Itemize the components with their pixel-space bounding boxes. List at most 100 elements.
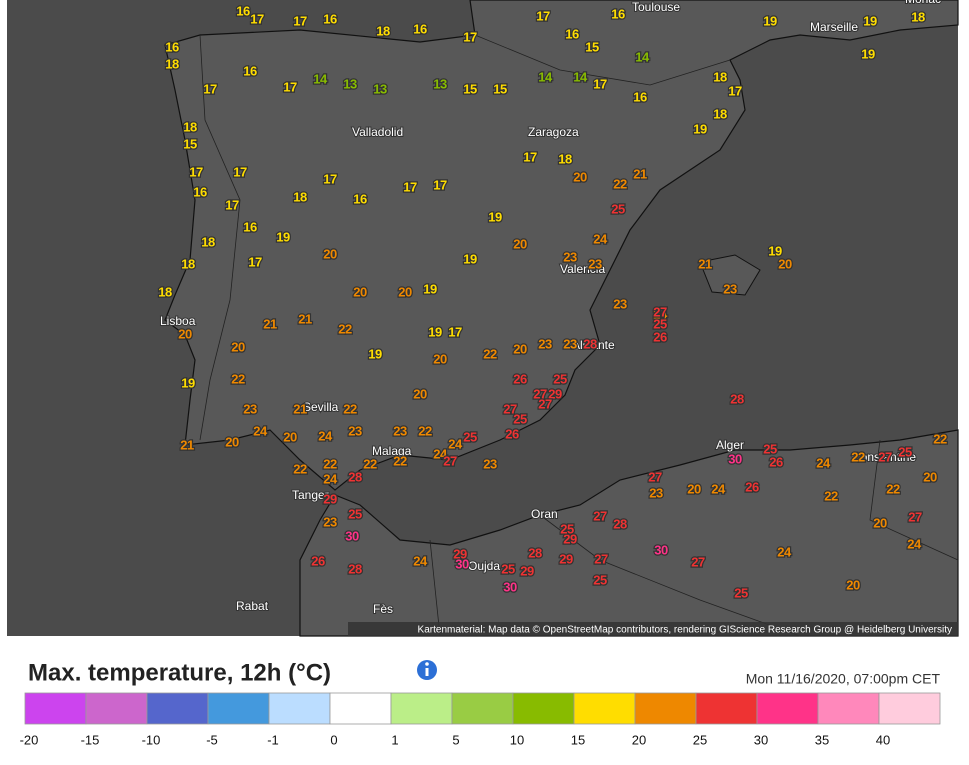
temperature-reading: 19 [693, 121, 707, 136]
temperature-reading: 17 [293, 13, 307, 28]
temperature-reading: 26 [311, 553, 325, 568]
temperature-reading: 14 [635, 49, 650, 64]
temperature-reading: 29 [453, 546, 467, 561]
city-label: Toulouse [632, 0, 680, 14]
temperature-reading: 18 [293, 189, 307, 204]
legend-swatch [24, 692, 87, 725]
temperature-reading: 20 [923, 469, 937, 484]
city-label: Fès [373, 602, 393, 616]
temperature-reading: 27 [538, 396, 552, 411]
temperature-reading: 20 [178, 326, 192, 341]
legend-swatch [512, 692, 575, 725]
city-label: Sevilla [303, 400, 339, 414]
temperature-reading: 13 [433, 76, 447, 91]
temperature-reading: 17 [225, 197, 239, 212]
temperature-reading: 19 [768, 243, 782, 258]
legend-tick-label: 35 [815, 732, 829, 747]
temperature-reading: 29 [323, 491, 337, 506]
temperature-reading: 15 [463, 81, 477, 96]
temperature-reading: 23 [563, 249, 577, 264]
legend-swatch [146, 692, 209, 725]
temperature-reading: 26 [653, 329, 667, 344]
temperature-reading: 18 [201, 234, 215, 249]
temperature-reading: 18 [181, 256, 195, 271]
temperature-reading: 27 [593, 508, 607, 523]
temperature-reading: 27 [908, 509, 922, 524]
land-mallorca [699, 254, 761, 296]
temperature-reading: 25 [501, 561, 515, 576]
temperature-reading: 24 [433, 446, 448, 461]
temperature-reading: 26 [769, 454, 783, 469]
temperature-reading: 28 [613, 516, 627, 531]
legend-swatch [451, 692, 514, 725]
temperature-reading: 13 [373, 81, 387, 96]
city-label: Tanger [292, 488, 329, 502]
legend-tick-label: 20 [632, 732, 646, 747]
temperature-reading: 28 [348, 469, 362, 484]
legend-swatch [207, 692, 270, 725]
legend-tick-label: -10 [142, 732, 161, 747]
temperature-reading: 28 [348, 561, 362, 576]
legend-swatch [85, 692, 148, 725]
legend-swatch [390, 692, 453, 725]
temperature-reading: 16 [165, 39, 179, 54]
temperature-reading: 22 [343, 401, 357, 416]
temperature-reading: 16 [353, 191, 367, 206]
temperature-reading: 24 [413, 553, 428, 568]
temperature-reading: 20 [513, 236, 527, 251]
city-label: Alicante [572, 338, 615, 352]
temperature-reading: 27 [533, 386, 547, 401]
temperature-reading: 23 [348, 423, 362, 438]
temperature-reading: 22 [933, 431, 947, 446]
temperature-reading: 17 [448, 324, 462, 339]
city-label: Valencia [560, 262, 605, 276]
borders [199, 34, 959, 637]
temperature-reading: 24 [323, 471, 338, 486]
city-label: Oran [531, 507, 558, 521]
temperature-reading: 24 [448, 436, 463, 451]
temperature-reading: 20 [413, 386, 427, 401]
temperature-reading: 27 [594, 551, 608, 566]
temperature-reading: 24 [777, 544, 792, 559]
temperature-reading: 17 [250, 11, 264, 26]
attribution-bg [348, 622, 958, 636]
temperature-reading: 16 [413, 21, 427, 36]
temperature-reading: 24 [593, 231, 608, 246]
temperature-reading: 14 [538, 69, 553, 84]
temperature-reading: 25 [593, 572, 607, 587]
temperature-reading: 23 [563, 336, 577, 351]
temperature-reading: 18 [165, 56, 179, 71]
attribution: Kartenmaterial: Map data © OpenStreetMap… [418, 625, 952, 636]
temperature-reading: 21 [298, 311, 312, 326]
temperature-reading: 16 [243, 219, 257, 234]
title: Max. temperature, 12h (°C) [28, 659, 331, 686]
temperature-reading: 22 [418, 423, 432, 438]
temperature-reading: 18 [158, 284, 172, 299]
temperature-reading: 22 [293, 461, 307, 476]
temperature-reading: 27 [443, 453, 457, 468]
temperature-reading: 27 [878, 449, 892, 464]
temperature-reading: 24 [318, 428, 333, 443]
temperature-reading: 29 [520, 563, 534, 578]
temperature-reading: 17 [523, 149, 537, 164]
temperature-reading: 23 [588, 256, 602, 271]
temperature-reading: 28 [583, 336, 597, 351]
temperature-reading: 26 [505, 426, 519, 441]
temperature-reading: 27 [648, 469, 662, 484]
legend-swatch [878, 692, 941, 725]
temperature-reading: 29 [563, 531, 577, 546]
city-label: Oujda [468, 559, 500, 573]
temperature-reading: 16 [243, 63, 257, 78]
temperature-reading: 17 [233, 164, 247, 179]
temperature-reading: 25 [348, 506, 362, 521]
temperature-reading: 25 [560, 521, 574, 536]
temperature-reading: 17 [728, 83, 742, 98]
legend-swatch [634, 692, 697, 725]
temperature-reading: 17 [403, 179, 417, 194]
legend-tick-label: 1 [391, 732, 398, 747]
temperature-reading: 23 [538, 336, 552, 351]
legend-tick-label: 15 [571, 732, 585, 747]
temperature-reading: 25 [763, 441, 777, 456]
temperature-reading: 19 [763, 13, 777, 28]
legend-swatch [756, 692, 819, 725]
